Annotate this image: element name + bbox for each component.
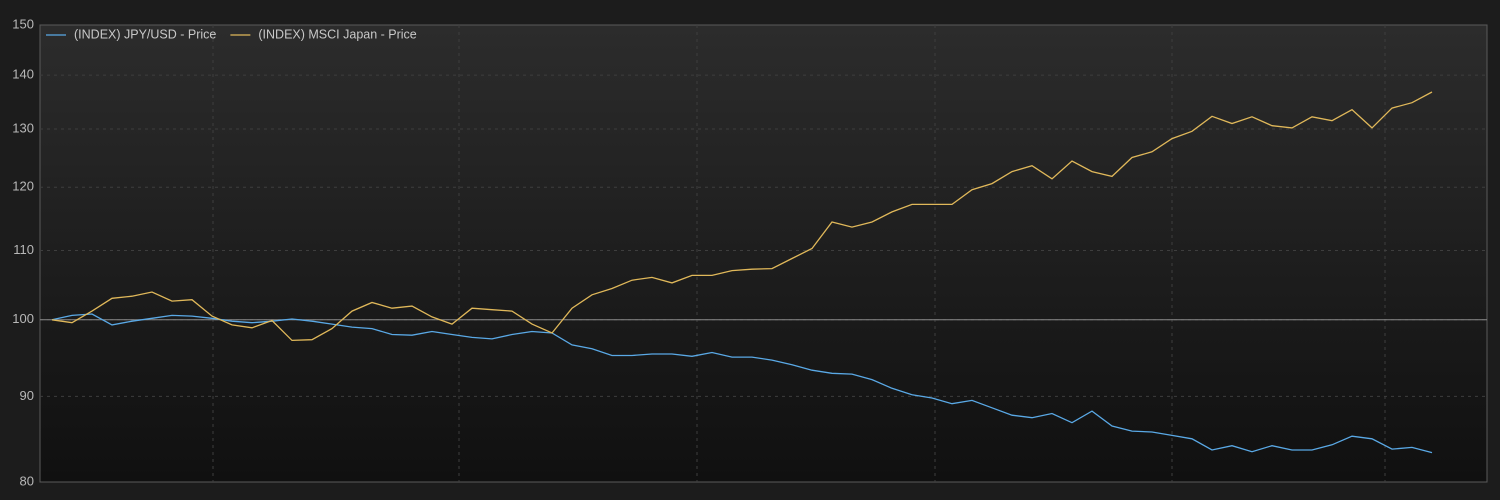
y-tick-label: 150 [12,16,34,31]
vertical-grid [212,25,1386,482]
legend-label: (INDEX) JPY/USD - Price [74,27,216,41]
y-tick-label: 80 [20,473,34,488]
series-line [51,91,1433,342]
y-tick-label: 110 [13,242,34,257]
y-tick-label: 90 [20,388,34,403]
y-tick-label: 120 [12,179,34,194]
plot-area [39,24,1488,483]
y-tick-label: 100 [12,311,34,326]
y-tick-label: 140 [12,67,34,82]
legend: (INDEX) JPY/USD - Price (INDEX) MSCI Japa… [46,27,417,41]
legend-label: (INDEX) MSCI Japan - Price [258,27,416,41]
series-line [51,313,1433,454]
y-tick-label: 130 [12,120,34,135]
